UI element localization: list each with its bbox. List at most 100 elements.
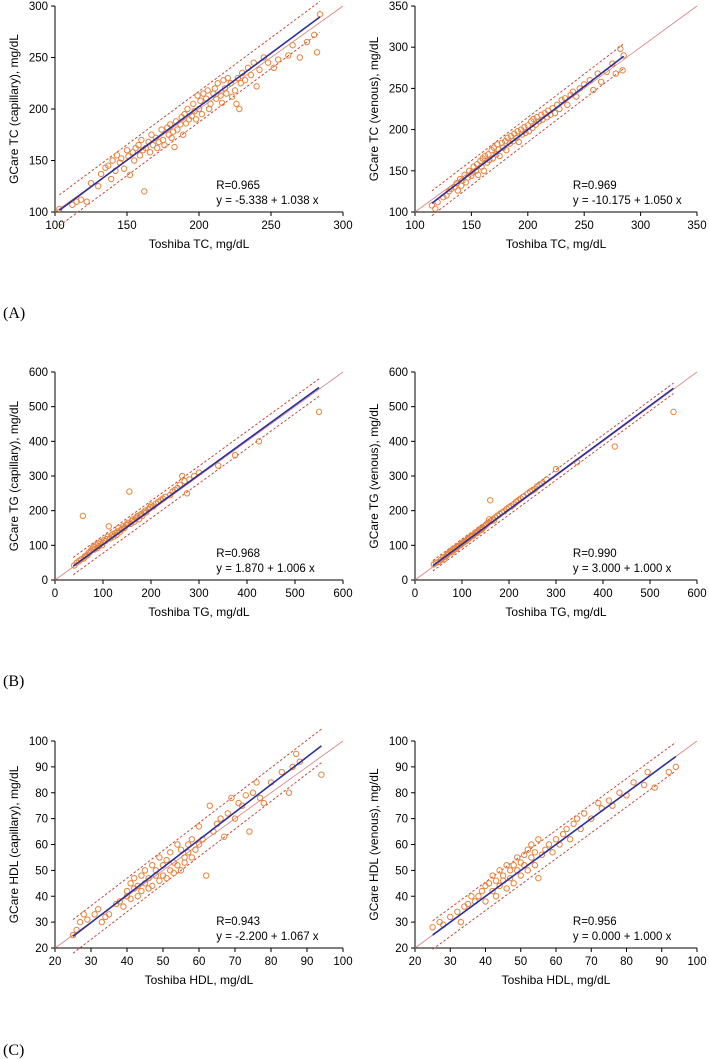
data-point: [285, 52, 292, 59]
data-point: [149, 882, 156, 890]
data-point: [285, 789, 293, 796]
chart-tg-venous: 0 100 200 300 400 500 600 0 100 200 300 400 500 600 To…: [367, 367, 707, 619]
y-tick-label: 300: [389, 471, 408, 483]
data-point: [113, 152, 121, 159]
data-point: [84, 916, 91, 923]
data-point: [506, 874, 514, 882]
data-point: [231, 815, 239, 822]
data-point: [532, 121, 539, 128]
x-axis-label: Toshiba TC, mg/dL: [149, 237, 250, 251]
data-point: [190, 100, 197, 108]
x-axis-label: Toshiba TC, mg/dL: [506, 237, 607, 251]
data-point: [535, 118, 543, 125]
data-point: [595, 799, 602, 807]
data-point: [517, 872, 524, 879]
data-point: [496, 152, 503, 160]
data-point: [198, 110, 206, 118]
y-tick-label: 60: [35, 840, 48, 852]
data-point: [454, 187, 462, 194]
data-point: [490, 517, 498, 524]
y-tick-label: 100: [389, 540, 408, 552]
data-point: [531, 849, 539, 856]
data-point: [275, 56, 282, 63]
x-tick-label: 300: [631, 220, 650, 232]
chart-tc-venous: 100 150 200 250 300 350 100 150 200 250 300 350 Tosh…: [367, 1, 707, 251]
data-point: [260, 799, 267, 807]
data-point: [168, 134, 175, 142]
data-point: [167, 849, 174, 856]
data-point: [665, 768, 672, 776]
y-tick-label: 70: [395, 814, 408, 826]
data-point: [242, 792, 250, 799]
data-point: [514, 128, 521, 135]
data-point: [620, 52, 627, 59]
lower-limit-line: [432, 393, 674, 572]
y-tick-label: 100: [29, 207, 48, 219]
data-point: [535, 836, 542, 843]
x-tick-label: 60: [550, 956, 563, 968]
data-point: [559, 830, 567, 838]
data-point: [176, 481, 184, 488]
data-point: [192, 846, 199, 853]
data-point: [134, 882, 142, 890]
data-point: [183, 490, 191, 497]
y-tick-label: 100: [389, 207, 408, 219]
data-point: [109, 157, 116, 164]
regression-line: [431, 55, 625, 204]
y-tick-label: 80: [395, 788, 408, 800]
lower-limit-line: [431, 68, 624, 217]
data-point: [506, 867, 514, 874]
data-point: [531, 862, 539, 869]
data-point: [630, 779, 637, 786]
data-point: [170, 869, 178, 877]
y-tick-label: 100: [29, 736, 48, 748]
data-point: [611, 443, 618, 450]
data-point: [492, 877, 500, 884]
data-point: [617, 45, 624, 53]
data-point: [94, 544, 101, 552]
data-point: [95, 905, 102, 913]
y-tick-label: 500: [389, 402, 408, 414]
data-point: [217, 815, 224, 822]
data-point: [148, 131, 155, 138]
upper-limit-line: [432, 741, 677, 922]
x-tick-label: 200: [141, 588, 160, 600]
panel-label-b: (B): [3, 673, 24, 690]
x-tick-label: 100: [45, 220, 64, 232]
regression-line: [58, 16, 321, 212]
data-point: [177, 846, 185, 853]
data-point: [485, 151, 492, 158]
x-tick-label: 0: [52, 588, 58, 600]
data-point: [528, 854, 535, 861]
data-point: [528, 841, 535, 848]
chart-hdl-venous: 20 30 40 50 60 70 80 90 100 20 30 40 50 60 70 80 90 100 To…: [367, 736, 707, 987]
data-point: [152, 134, 160, 142]
y-tick-label: 200: [29, 104, 48, 116]
equation-label: y = -5.338 + 1.038 x: [216, 195, 319, 207]
data-point: [123, 887, 131, 895]
x-tick-label: 250: [575, 220, 594, 232]
x-tick-label: 200: [189, 220, 208, 232]
x-tick-label: 50: [514, 956, 527, 968]
data-point: [141, 188, 148, 195]
data-point: [588, 815, 595, 822]
data-point: [197, 97, 204, 104]
data-point: [127, 880, 134, 887]
data-point: [218, 99, 226, 107]
data-point: [192, 116, 200, 123]
y-tick-label: 0: [402, 575, 408, 587]
y-tick-label: 300: [29, 1, 48, 13]
y-tick-label: 30: [395, 917, 408, 929]
data-point: [184, 105, 191, 113]
data-point: [79, 512, 87, 520]
data-point: [429, 924, 436, 931]
data-point: [249, 789, 257, 796]
data-point: [535, 874, 542, 882]
data-point: [138, 872, 145, 879]
equation-label: y = 0.000 + 1.000 x: [573, 931, 672, 943]
x-tick-label: 70: [229, 956, 242, 968]
data-point: [581, 810, 588, 817]
data-point: [551, 109, 559, 117]
y-tick-label: 200: [389, 125, 408, 137]
data-point: [552, 465, 560, 473]
